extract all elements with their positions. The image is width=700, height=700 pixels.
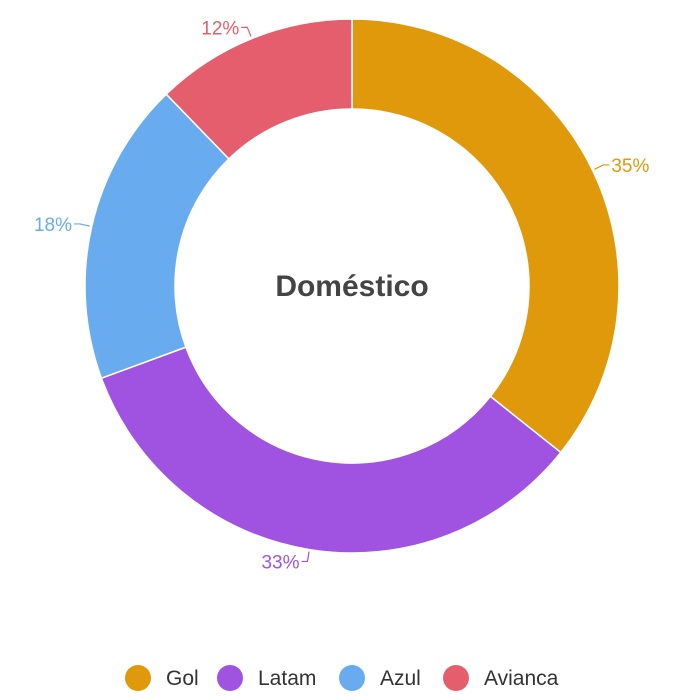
legend-swatch-gol <box>125 665 151 691</box>
label-leaders <box>73 26 610 563</box>
leader-avianca <box>241 26 252 37</box>
legend-item-avianca[interactable]: Avianca <box>443 665 559 691</box>
legend-item-latam[interactable]: Latam <box>217 665 316 691</box>
legend-label-gol: Gol <box>166 667 199 690</box>
legend-label-latam: Latam <box>258 667 316 690</box>
slice-latam[interactable] <box>100 346 562 554</box>
legend-swatch-avianca <box>443 665 469 691</box>
legend-label-avianca: Avianca <box>484 667 559 690</box>
label-latam: 33% <box>261 552 299 573</box>
legend-swatch-azul <box>339 665 365 691</box>
leader-gol <box>594 164 610 170</box>
slice-labels: 35% 33% 18% 12% <box>34 18 650 573</box>
slice-gol[interactable] <box>351 18 620 454</box>
donut-slices <box>84 18 620 554</box>
label-avianca: 12% <box>201 18 239 39</box>
leader-azul <box>73 223 90 227</box>
legend-item-gol[interactable]: Gol <box>125 665 199 691</box>
slice-avianca[interactable] <box>165 18 353 160</box>
legend-item-azul[interactable]: Azul <box>339 665 421 691</box>
label-gol: 35% <box>611 156 649 177</box>
label-azul: 18% <box>34 215 72 236</box>
legend-label-azul: Azul <box>380 667 421 690</box>
legend-swatch-latam <box>217 665 243 691</box>
legend: Gol Latam Azul Avianca <box>125 665 559 691</box>
leader-latam <box>301 551 310 563</box>
chart-title: Doméstico <box>275 270 428 303</box>
